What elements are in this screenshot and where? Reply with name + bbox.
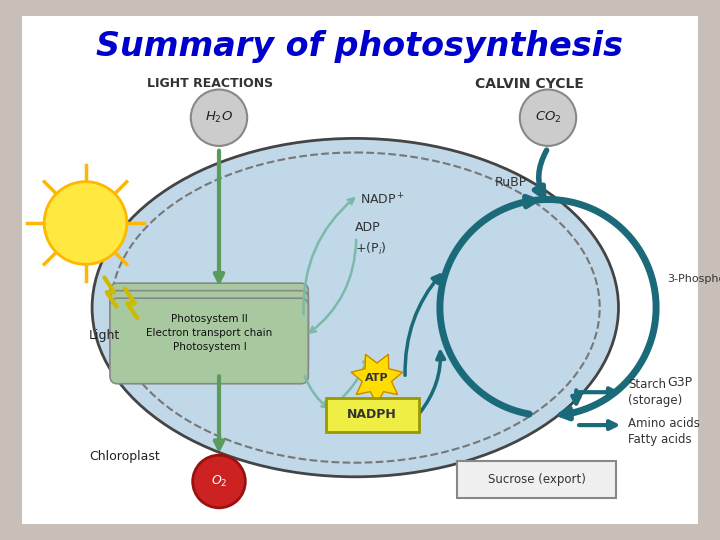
FancyBboxPatch shape bbox=[326, 398, 419, 431]
Circle shape bbox=[44, 181, 127, 265]
Text: G3P: G3P bbox=[667, 376, 693, 389]
Text: Summary of photosynthesis: Summary of photosynthesis bbox=[96, 30, 624, 63]
Text: LIGHT REACTIONS: LIGHT REACTIONS bbox=[147, 77, 273, 90]
Text: $CO_2$: $CO_2$ bbox=[535, 110, 562, 125]
Text: ADP: ADP bbox=[355, 221, 381, 234]
FancyBboxPatch shape bbox=[16, 11, 704, 529]
FancyBboxPatch shape bbox=[110, 298, 308, 384]
FancyBboxPatch shape bbox=[110, 291, 308, 376]
Text: ATP: ATP bbox=[365, 373, 389, 383]
Text: 3-Phosphoglycerate: 3-Phosphoglycerate bbox=[667, 274, 720, 285]
Text: Amino acids
Fatty acids: Amino acids Fatty acids bbox=[628, 417, 700, 446]
Circle shape bbox=[191, 90, 247, 146]
Text: CALVIN CYCLE: CALVIN CYCLE bbox=[474, 77, 584, 91]
Text: $H_2O$: $H_2O$ bbox=[205, 110, 233, 125]
Text: Sucrose (export): Sucrose (export) bbox=[487, 473, 585, 486]
FancyBboxPatch shape bbox=[110, 283, 308, 369]
Text: NADP$^+$: NADP$^+$ bbox=[360, 192, 405, 207]
Ellipse shape bbox=[92, 138, 618, 477]
Text: NADPH: NADPH bbox=[347, 408, 397, 421]
Circle shape bbox=[193, 455, 246, 508]
Circle shape bbox=[520, 90, 576, 146]
Text: Photosystem II
Electron transport chain
Photosystem I: Photosystem II Electron transport chain … bbox=[146, 314, 273, 352]
Polygon shape bbox=[351, 354, 402, 404]
Text: $O_2$: $O_2$ bbox=[211, 474, 228, 489]
Text: +(P$_i$): +(P$_i$) bbox=[355, 241, 387, 258]
Text: Light: Light bbox=[89, 329, 120, 342]
Text: RuBP: RuBP bbox=[494, 176, 526, 189]
Text: Starch
(storage): Starch (storage) bbox=[628, 377, 682, 407]
Text: Chloroplast: Chloroplast bbox=[89, 450, 161, 463]
FancyBboxPatch shape bbox=[456, 461, 616, 498]
